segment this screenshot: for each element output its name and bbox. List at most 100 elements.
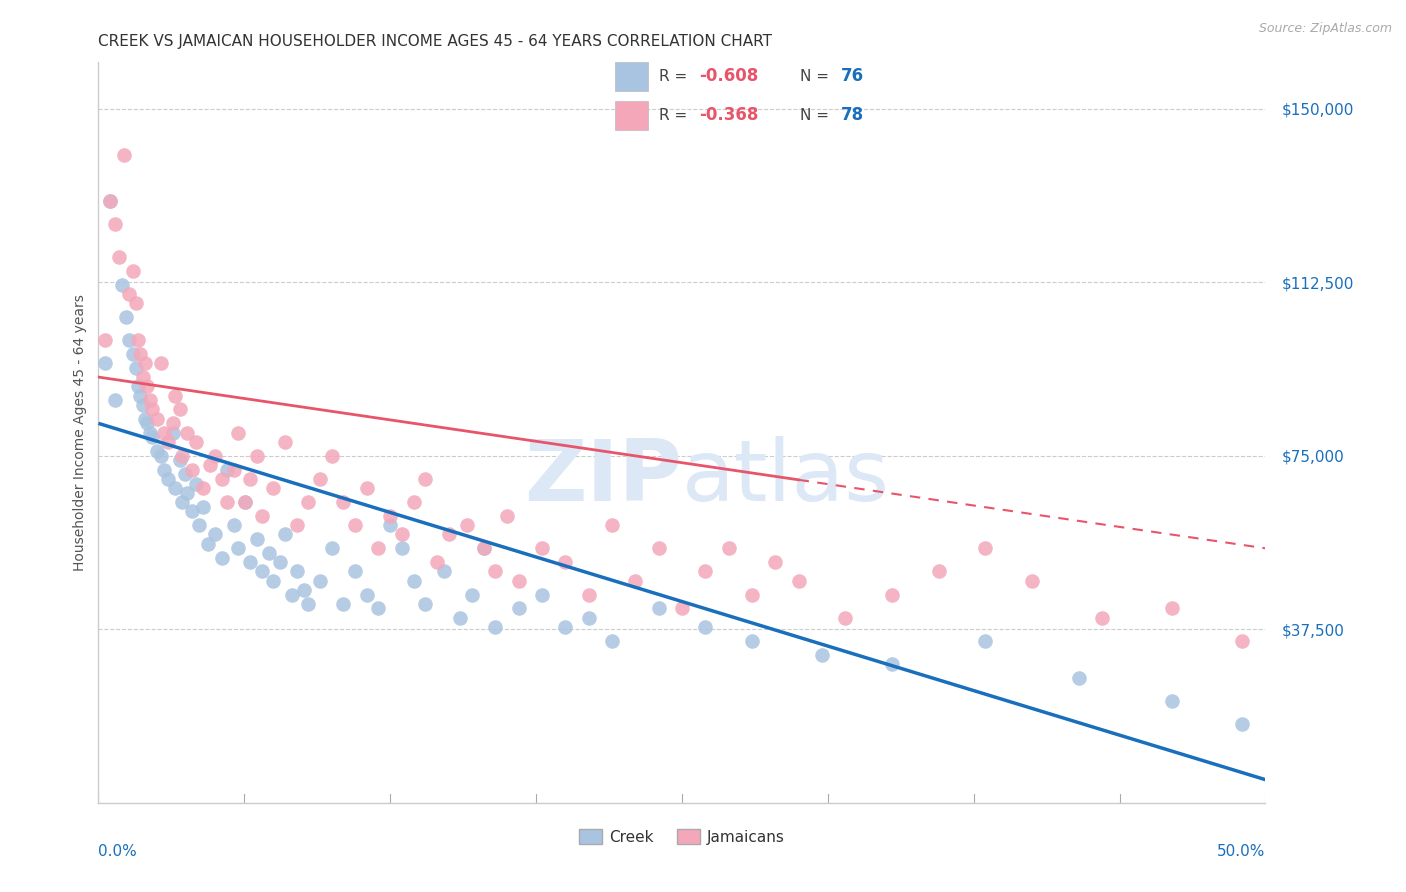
Point <box>173 467 195 482</box>
Point <box>530 588 553 602</box>
Point <box>472 541 495 556</box>
Point <box>309 472 332 486</box>
Point <box>508 601 530 615</box>
Point <box>717 541 740 556</box>
Point <box>380 518 402 533</box>
Point <box>671 601 693 615</box>
Point <box>321 449 343 463</box>
Point <box>530 541 553 556</box>
Point <box>600 518 623 533</box>
Text: CREEK VS JAMAICAN HOUSEHOLDER INCOME AGES 45 - 64 YEARS CORRELATION CHART: CREEK VS JAMAICAN HOUSEHOLDER INCOME AGE… <box>98 34 772 49</box>
Point <box>554 620 576 634</box>
Point <box>180 504 202 518</box>
Point <box>297 597 319 611</box>
Point <box>402 574 425 588</box>
Point <box>647 601 669 615</box>
Text: 76: 76 <box>841 68 863 86</box>
Point <box>98 194 121 209</box>
Point <box>152 462 174 476</box>
Text: 50.0%: 50.0% <box>1218 844 1265 858</box>
Point <box>257 546 280 560</box>
Text: 0.0%: 0.0% <box>98 844 138 858</box>
Point <box>600 633 623 648</box>
Point <box>1161 694 1184 708</box>
Point <box>132 370 155 384</box>
Point <box>197 536 219 550</box>
Point <box>228 541 250 556</box>
Point <box>413 472 436 486</box>
Point <box>115 310 138 324</box>
Text: N =: N = <box>800 69 834 84</box>
Point <box>309 574 332 588</box>
Point <box>281 588 304 602</box>
Point <box>695 620 717 634</box>
Point <box>127 333 149 347</box>
Point <box>274 434 297 449</box>
Point <box>104 218 127 232</box>
Text: ZIP: ZIP <box>524 435 682 518</box>
Point <box>108 250 131 264</box>
Point <box>285 565 308 579</box>
Point <box>391 527 413 541</box>
Point <box>880 657 903 671</box>
Point <box>165 481 187 495</box>
Point <box>104 393 127 408</box>
Point <box>165 388 187 402</box>
Point <box>211 472 233 486</box>
Point <box>125 296 148 310</box>
Point <box>172 495 194 509</box>
Point <box>222 518 245 533</box>
Point <box>150 356 173 370</box>
Point <box>136 417 159 431</box>
Point <box>127 379 149 393</box>
Point <box>367 601 389 615</box>
Point <box>1091 610 1114 624</box>
Point <box>176 485 198 500</box>
Point <box>787 574 810 588</box>
Text: atlas: atlas <box>682 435 890 518</box>
Point <box>134 356 156 370</box>
Point <box>235 495 257 509</box>
Point <box>496 508 519 523</box>
Text: Source: ZipAtlas.com: Source: ZipAtlas.com <box>1258 22 1392 36</box>
Point <box>433 565 456 579</box>
Point <box>157 434 180 449</box>
Text: 78: 78 <box>841 106 863 124</box>
Point <box>880 588 903 602</box>
Text: -0.608: -0.608 <box>699 68 758 86</box>
Point <box>204 527 226 541</box>
Point <box>246 532 269 546</box>
Point <box>129 347 152 361</box>
Point <box>215 462 238 476</box>
Point <box>152 425 174 440</box>
Point <box>146 411 169 425</box>
Point <box>157 472 180 486</box>
Text: R =: R = <box>658 69 692 84</box>
Y-axis label: Householder Income Ages 45 - 64 years: Householder Income Ages 45 - 64 years <box>73 294 87 571</box>
Point <box>141 402 163 417</box>
Point <box>122 347 145 361</box>
Point <box>134 411 156 425</box>
Point <box>228 425 250 440</box>
Point <box>391 541 413 556</box>
Point <box>1067 671 1090 685</box>
Point <box>437 527 460 541</box>
Point <box>834 610 856 624</box>
Point <box>763 555 786 569</box>
Point <box>741 588 763 602</box>
Point <box>193 481 215 495</box>
Point <box>321 541 343 556</box>
Point <box>118 286 141 301</box>
Point <box>139 425 162 440</box>
Text: N =: N = <box>800 108 834 123</box>
Point <box>332 597 354 611</box>
Point <box>402 495 425 509</box>
Point <box>484 565 506 579</box>
Point <box>1021 574 1043 588</box>
Point <box>332 495 354 509</box>
Point <box>624 574 647 588</box>
Text: -0.368: -0.368 <box>699 106 758 124</box>
Point <box>297 495 319 509</box>
Point <box>186 476 208 491</box>
Point <box>150 449 173 463</box>
